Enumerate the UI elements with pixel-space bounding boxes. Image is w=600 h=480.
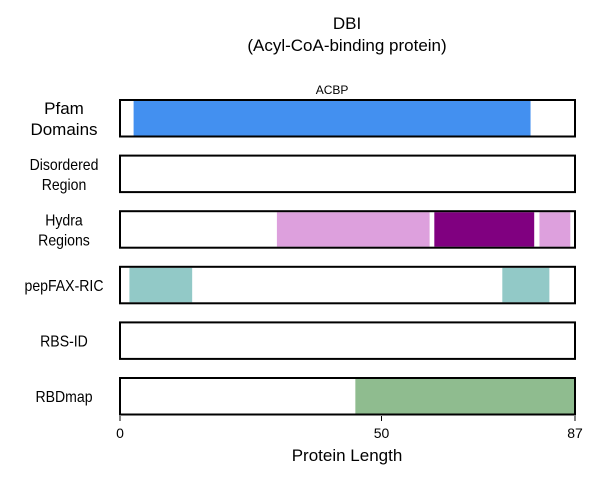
track: Hydra Regions xyxy=(38,210,576,250)
x-tick-label: 50 xyxy=(374,425,390,441)
x-tick-label: 0 xyxy=(116,425,124,441)
track: RBS-ID xyxy=(40,321,576,360)
track-segment xyxy=(502,267,550,303)
x-tick-label: 87 xyxy=(567,425,583,441)
track: Pfam Domains ACBP xyxy=(30,83,576,139)
track: Disordered Region xyxy=(30,154,576,194)
track-frame xyxy=(119,99,576,138)
track-frame xyxy=(119,210,576,249)
track-segment xyxy=(276,212,430,247)
track-label: Hydra Regions xyxy=(38,212,90,250)
chart-subtitle: (Acyl-CoA-binding protein) xyxy=(247,36,446,55)
track-segment xyxy=(434,212,535,247)
track-segment xyxy=(539,212,571,247)
track-segment xyxy=(133,101,531,136)
chart-title: DBI xyxy=(333,14,361,33)
track-label: RBDmap xyxy=(35,388,92,406)
track-label: pepFAX-RIC xyxy=(24,277,103,295)
track: pepFAX-RIC xyxy=(24,265,576,305)
x-axis-label: Protein Length xyxy=(292,446,403,465)
x-axis: 0 50 87 xyxy=(116,416,583,441)
track-segment xyxy=(355,379,575,414)
track-frame xyxy=(119,321,576,360)
track-frame xyxy=(119,154,576,194)
track-label: Disordered Region xyxy=(30,156,99,194)
track-label: RBS-ID xyxy=(40,333,88,351)
track-label: Pfam Domains xyxy=(30,99,97,139)
tracks: Pfam Domains ACBP Disordered Region Hydra Regi… xyxy=(24,83,576,416)
track: RBDmap xyxy=(35,377,576,416)
track-segment xyxy=(129,267,193,303)
track-frame xyxy=(119,377,576,416)
track-frame xyxy=(119,265,576,305)
segment-label: ACBP xyxy=(316,83,349,97)
